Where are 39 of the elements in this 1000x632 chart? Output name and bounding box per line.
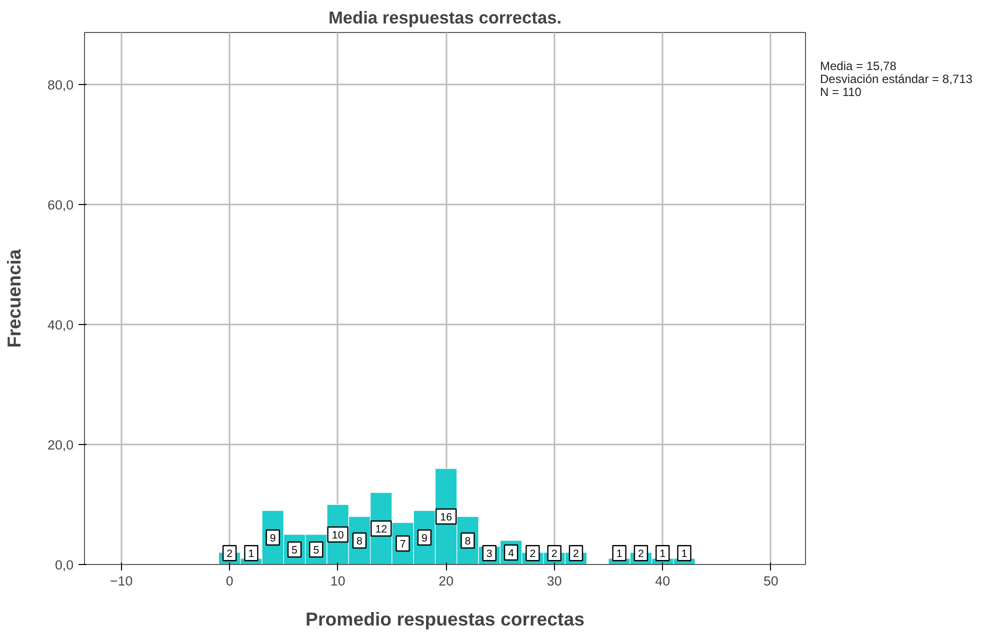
data-label: 16 [440, 512, 452, 524]
data-label: 2 [530, 548, 536, 560]
x-tick-label: 10 [330, 574, 346, 588]
y-tick-label: 60,0 [48, 198, 74, 213]
data-label: 8 [356, 536, 363, 548]
x-tick-label: 0 [226, 574, 234, 588]
chart-title: Media respuestas correctas. [328, 8, 562, 28]
data-label: 9 [270, 532, 276, 545]
x-tick-label: 30 [546, 574, 562, 588]
data-label: 4 [508, 548, 514, 560]
y-tick-label: 80,0 [48, 78, 74, 93]
data-label: 12 [375, 524, 388, 536]
text: N = 110 [820, 85, 862, 99]
data-label: 2 [226, 548, 233, 560]
data-label: 2 [551, 548, 558, 560]
data-label: 9 [421, 532, 428, 545]
data-label: 3 [486, 548, 492, 560]
text: Desviación estándar = 8,713 [820, 72, 972, 86]
data-label: 8 [464, 536, 471, 548]
y-axis-title: Frecuencia [4, 248, 25, 348]
text: Media = 15,78 [820, 59, 896, 73]
y-tick-label: 40,0 [48, 318, 74, 333]
x-tick-label: 40 [655, 574, 670, 588]
x-tick-label: 50 [763, 574, 778, 588]
data-label: 2 [573, 548, 580, 560]
x-tick-label: −10 [110, 574, 133, 588]
x-axis-title: Promedio respuestas correctas [306, 608, 584, 630]
data-label: 2 [638, 548, 644, 560]
data-label: 7 [400, 538, 406, 551]
x-tick-label: 20 [438, 574, 454, 588]
y-tick-label: 0,0 [54, 558, 74, 572]
data-label: 1 [248, 548, 254, 560]
data-label: 1 [681, 548, 688, 560]
data-label: 1 [660, 548, 666, 560]
data-label: 10 [332, 530, 344, 542]
data-label: 5 [292, 544, 298, 557]
y-tick-label: 20,0 [48, 438, 74, 453]
data-label: 5 [313, 544, 320, 557]
data-label: 1 [616, 548, 622, 560]
